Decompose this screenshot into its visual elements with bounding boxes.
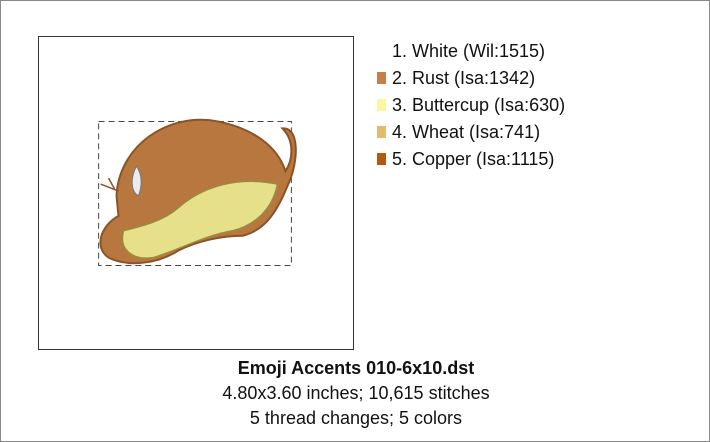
color-item: 1. White (Wil:1515) [377,37,565,64]
color-item: 5. Copper (Isa:1115) [377,145,565,172]
color-swatch [377,44,386,57]
color-swatch [377,71,386,84]
bounding-box [98,120,292,267]
color-label: 1. White (Wil:1515) [392,40,546,61]
color-item: 2. Rust (Isa:1342) [377,64,565,91]
caption: Emoji Accents 010-6x10.dst 4.80x3.60 inc… [1,356,709,431]
color-label: 5. Copper (Isa:1115) [392,148,555,169]
color-label: 3. Buttercup (Isa:630) [392,94,566,115]
color-label: 4. Wheat (Isa:741) [392,121,541,142]
design-preview [38,36,354,350]
color-item: 3. Buttercup (Isa:630) [377,91,565,118]
design-threads: 5 thread changes; 5 colors [249,408,463,428]
design-title: Emoji Accents 010-6x10.dst [237,358,475,378]
color-item: 4. Wheat (Isa:741) [377,118,565,145]
color-swatch [377,98,386,111]
color-list: 1. White (Wil:1515) 2. Rust (Isa:1342) 3. … [377,37,565,172]
design-size: 4.80x3.60 inches; 10,615 stitches [222,383,490,403]
color-label: 2. Rust (Isa:1342) [392,67,536,88]
color-swatch [377,152,386,165]
color-swatch [377,125,386,138]
embroidery-shape [99,118,297,265]
